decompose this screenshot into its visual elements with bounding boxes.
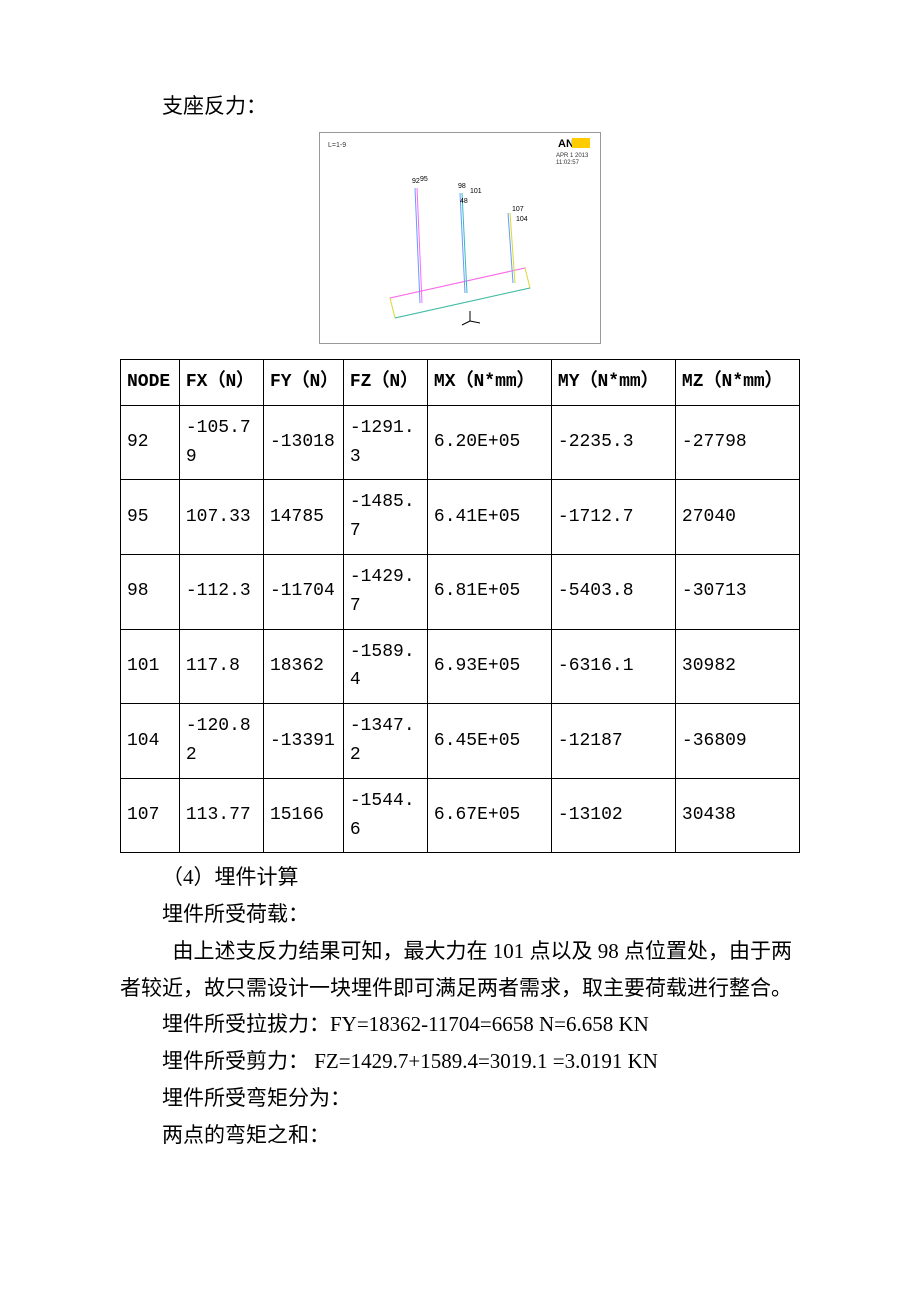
table-cell: 30438 <box>675 778 799 853</box>
reaction-force-table: NODE FX（N） FY（N） FZ（N） MX（N*mm） MY（N*mm）… <box>120 359 800 853</box>
col-fz: FZ（N） <box>343 360 427 406</box>
table-cell: -6316.1 <box>551 629 675 704</box>
svg-text:92: 92 <box>412 178 420 185</box>
ansys-logo-mark <box>572 138 590 148</box>
table-cell: 98 <box>121 554 180 629</box>
table-cell: 95 <box>121 480 180 555</box>
table-body: 92-105.79-13018-1291.36.20E+05-2235.3-27… <box>121 405 800 853</box>
table-cell: 6.81E+05 <box>427 554 551 629</box>
para-2: 埋件所受荷载： <box>120 896 800 933</box>
ansys-date1: APR 1 2013 <box>556 153 589 159</box>
table-cell: 15166 <box>263 778 343 853</box>
table-cell: 107.33 <box>179 480 263 555</box>
table-cell: -27798 <box>675 405 799 480</box>
table-cell: -36809 <box>675 704 799 779</box>
table-cell: 107 <box>121 778 180 853</box>
wireframe <box>390 188 530 325</box>
ansys-date2: 11:02:57 <box>556 160 580 166</box>
svg-text:48: 48 <box>460 198 468 205</box>
table-cell: -1485.7 <box>343 480 427 555</box>
table-cell: 27040 <box>675 480 799 555</box>
ansys-figure: AN APR 1 2013 11:02:57 L=1-9 <box>319 132 601 344</box>
table-row: 104-120.82-13391-1347.26.45E+05-12187-36… <box>121 704 800 779</box>
para-1: （4）埋件计算 <box>120 859 800 896</box>
svg-text:107: 107 <box>512 206 524 213</box>
table-cell: 30982 <box>675 629 799 704</box>
table-cell: 101 <box>121 629 180 704</box>
table-cell: -13391 <box>263 704 343 779</box>
table-cell: -1347.2 <box>343 704 427 779</box>
figure-container: AN APR 1 2013 11:02:57 L=1-9 <box>120 132 800 349</box>
table-cell: -2235.3 <box>551 405 675 480</box>
para-3: 由上述支反力结果可知，最大力在 101 点以及 98 点位置处，由于两者较近，故… <box>120 933 800 1007</box>
table-cell: -1544.6 <box>343 778 427 853</box>
col-fy: FY（N） <box>263 360 343 406</box>
table-cell: -11704 <box>263 554 343 629</box>
table-cell: -1712.7 <box>551 480 675 555</box>
table-cell: -30713 <box>675 554 799 629</box>
table-cell: -13102 <box>551 778 675 853</box>
table-cell: -12187 <box>551 704 675 779</box>
svg-text:104: 104 <box>516 216 528 223</box>
col-mz: MZ（N*mm） <box>675 360 799 406</box>
table-cell: 117.8 <box>179 629 263 704</box>
table-row: 101117.818362-1589.46.93E+05-6316.130982 <box>121 629 800 704</box>
table-cell: -13018 <box>263 405 343 480</box>
table-cell: 6.20E+05 <box>427 405 551 480</box>
table-row: 98-112.3-11704-1429.76.81E+05-5403.8-307… <box>121 554 800 629</box>
para-6: 埋件所受弯矩分为： <box>120 1080 800 1117</box>
ansys-logo-text: AN <box>558 138 574 150</box>
table-header-row: NODE FX（N） FY（N） FZ（N） MX（N*mm） MY（N*mm）… <box>121 360 800 406</box>
para-4: 埋件所受拉拔力：FY=18362-11704=6658 N=6.658 KN <box>120 1006 800 1043</box>
col-node: NODE <box>121 360 180 406</box>
table-cell: 6.67E+05 <box>427 778 551 853</box>
table-cell: 104 <box>121 704 180 779</box>
table-cell: -120.82 <box>179 704 263 779</box>
table-cell: 6.93E+05 <box>427 629 551 704</box>
body-text: （4）埋件计算 埋件所受荷载： 由上述支反力结果可知，最大力在 101 点以及 … <box>120 859 800 1153</box>
table-cell: -1589.4 <box>343 629 427 704</box>
table-row: 107113.7715166-1544.66.67E+05-1310230438 <box>121 778 800 853</box>
para-5: 埋件所受剪力： FZ=1429.7+1589.4=3019.1 =3.0191 … <box>120 1043 800 1080</box>
table-cell: 6.45E+05 <box>427 704 551 779</box>
table-cell: 113.77 <box>179 778 263 853</box>
table-cell: 14785 <box>263 480 343 555</box>
col-my: MY（N*mm） <box>551 360 675 406</box>
table-row: 95107.3314785-1485.76.41E+05-1712.727040 <box>121 480 800 555</box>
table-cell: -112.3 <box>179 554 263 629</box>
table-row: 92-105.79-13018-1291.36.20E+05-2235.3-27… <box>121 405 800 480</box>
svg-text:95: 95 <box>420 176 428 183</box>
figure-case-label: L=1-9 <box>328 142 346 149</box>
section-heading: 支座反力： <box>120 90 800 120</box>
table-cell: 18362 <box>263 629 343 704</box>
para-7: 两点的弯矩之和： <box>120 1117 800 1154</box>
table-cell: -5403.8 <box>551 554 675 629</box>
svg-text:98: 98 <box>458 183 466 190</box>
col-mx: MX（N*mm） <box>427 360 551 406</box>
table-cell: 92 <box>121 405 180 480</box>
table-cell: 6.41E+05 <box>427 480 551 555</box>
table-cell: -1429.7 <box>343 554 427 629</box>
table-cell: -105.79 <box>179 405 263 480</box>
table-cell: -1291.3 <box>343 405 427 480</box>
col-fx: FX（N） <box>179 360 263 406</box>
svg-text:101: 101 <box>470 188 482 195</box>
